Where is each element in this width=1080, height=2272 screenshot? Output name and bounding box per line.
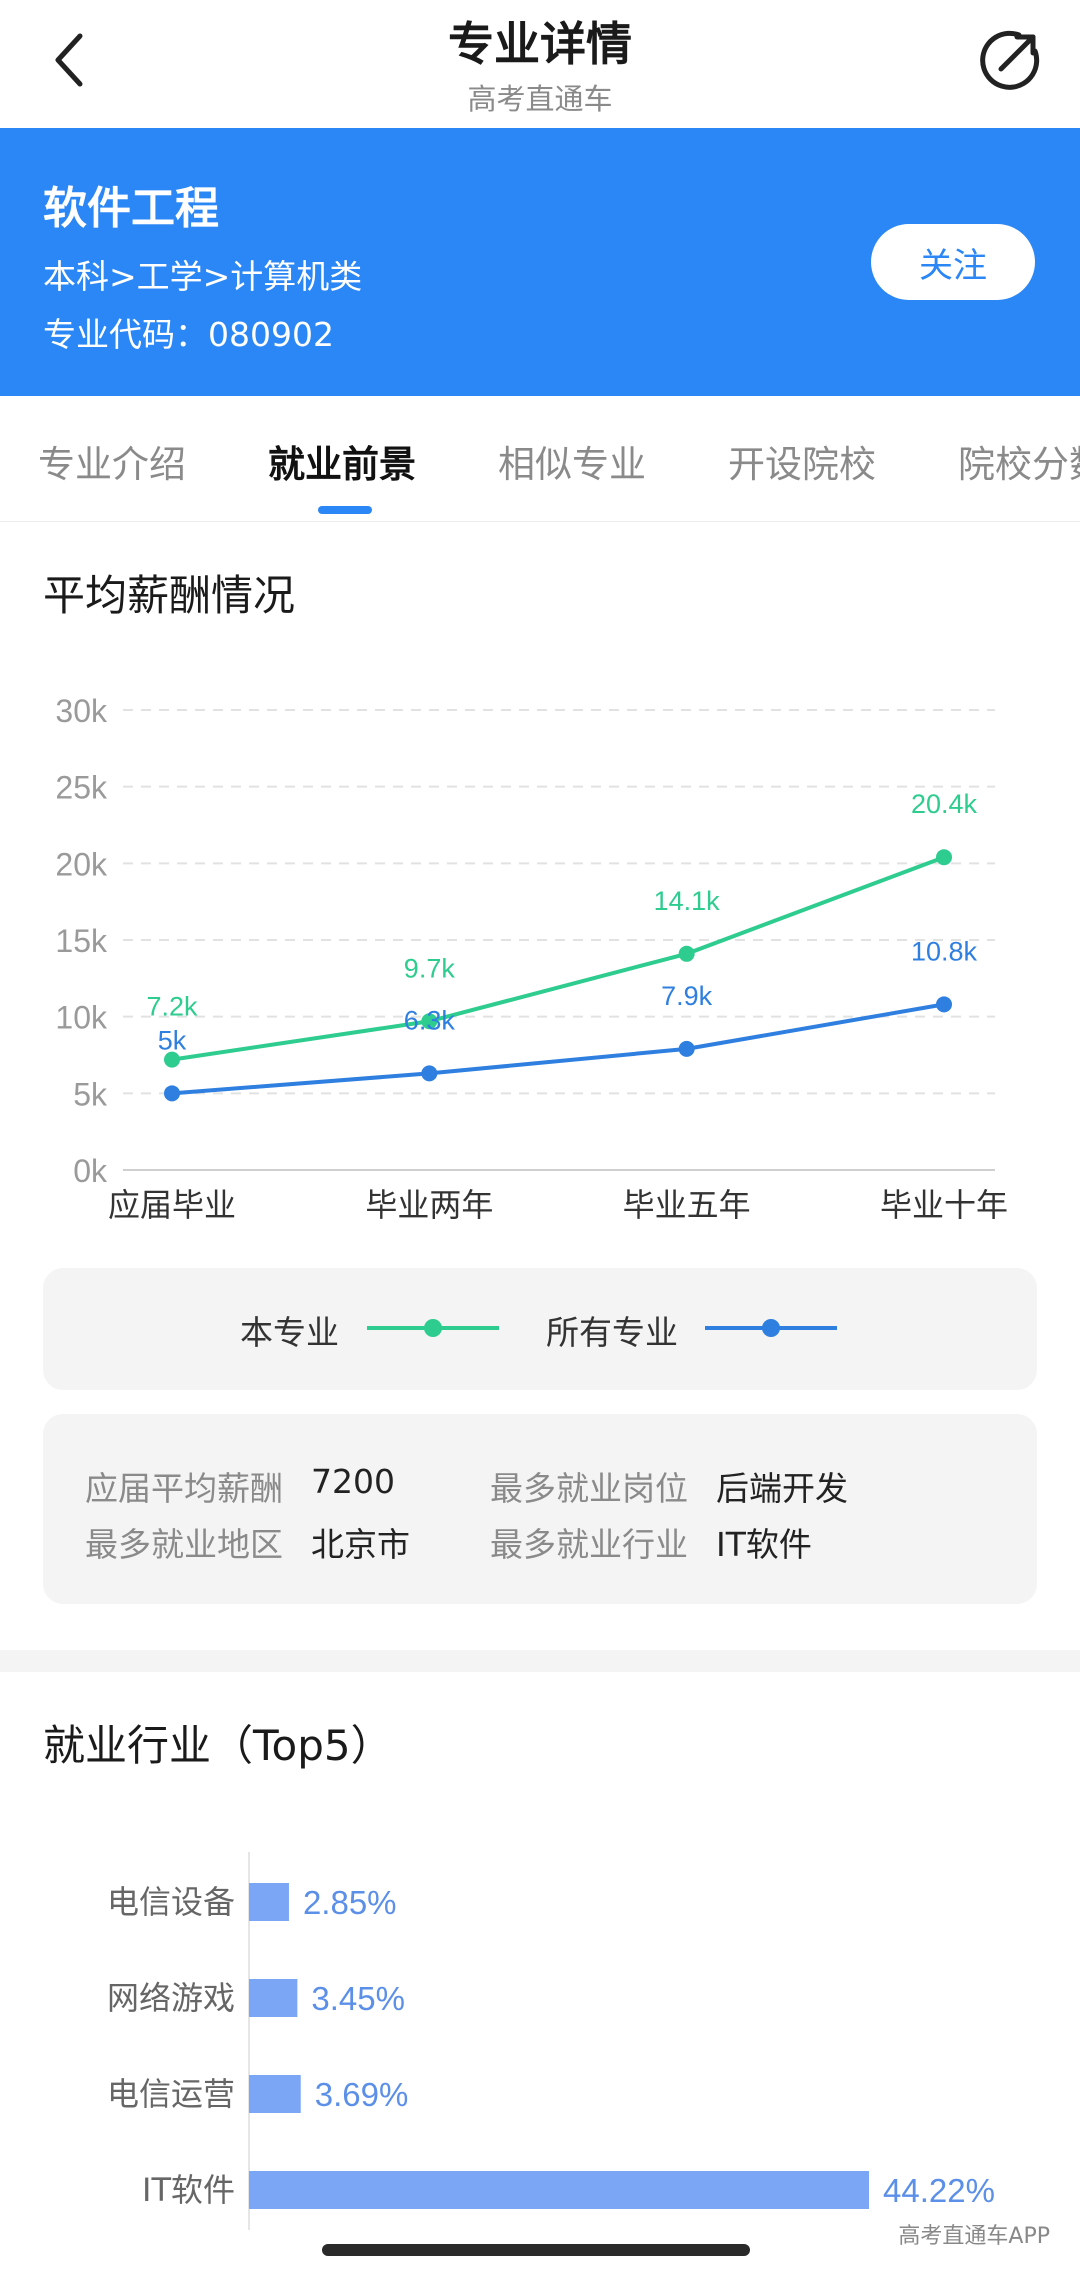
data-label: 14.1k [654, 886, 721, 916]
data-point [678, 945, 695, 962]
series-line-all-majors [171, 1002, 945, 1096]
data-label: 9.7k [404, 953, 456, 983]
bar [249, 2171, 869, 2209]
salary-section-title: 平均薪酬情况 [43, 571, 296, 620]
y-tick-label: 10k [55, 1000, 108, 1036]
data-point [936, 849, 952, 866]
data-point [936, 996, 952, 1013]
legend-marker-all-majors [705, 1319, 837, 1337]
active-tab-indicator [318, 506, 372, 514]
bar [249, 1979, 298, 2017]
page-subtitle: 高考直通车 [467, 82, 613, 116]
bar [249, 1883, 289, 1921]
y-tick-label: 20k [55, 846, 108, 882]
top-industry-label: 最多就业行业 [490, 1525, 688, 1564]
major-code: 专业代码：080902 [43, 315, 334, 354]
bar-value-label: 3.45% [311, 1980, 405, 2017]
data-point [164, 1085, 180, 1102]
major-category-path: 本科>工学>计算机类 [43, 257, 363, 296]
y-tick-label: 15k [55, 923, 108, 959]
bar [249, 2075, 301, 2113]
data-label: 6.3k [404, 1005, 456, 1035]
back-button[interactable] [30, 20, 110, 100]
major-banner: 软件工程 本科>工学>计算机类 专业代码：080902 关注 [0, 128, 1080, 396]
top-region-value: 北京市 [311, 1525, 410, 1564]
data-label: 10.8k [911, 936, 978, 966]
legend-label-all-majors: 所有专业 [546, 1313, 678, 1352]
top-industry-value: IT软件 [716, 1525, 812, 1564]
tab-major-intro[interactable]: 专业介绍 [38, 443, 186, 486]
bar-category-label: IT软件 [142, 2171, 235, 2209]
share-icon [980, 30, 1040, 90]
bar-category-label: 网络游戏 [107, 1979, 235, 2017]
x-tick-label: 毕业十年 [880, 1186, 1008, 1224]
industry-bar-chart: 电信设备 2.85% 网络游戏 3.45% 电信运营 3.69% IT软件 44.22% [107, 1852, 995, 2230]
legend-marker-this-major [367, 1319, 499, 1337]
chevron-left-icon [55, 33, 83, 87]
data-label: 5k [158, 1025, 187, 1055]
data-point [678, 1040, 695, 1057]
chart-legend: 本专业 所有专业 [43, 1268, 1037, 1390]
share-button[interactable] [970, 20, 1050, 100]
tab-similar-majors[interactable]: 相似专业 [498, 443, 646, 486]
salary-stats-box: 应届平均薪酬 7200 最多就业岗位 后端开发 最多就业地区 北京市 最多就业行… [43, 1414, 1037, 1604]
bar-value-label: 3.69% [315, 2076, 409, 2113]
y-tick-label: 25k [55, 770, 108, 806]
top-region-label: 最多就业地区 [85, 1525, 283, 1564]
page-title: 专业详情 [448, 17, 632, 71]
tab-employment-prospects[interactable]: 就业前景 [268, 443, 416, 486]
app-watermark: 高考直通车APP [898, 2224, 1050, 2249]
top-job-label: 最多就业岗位 [490, 1469, 688, 1508]
section-divider [0, 1650, 1080, 1672]
major-name: 软件工程 [43, 183, 219, 234]
industry-section-title: 就业行业（Top5） [43, 1721, 393, 1770]
bar-value-label: 2.85% [303, 1884, 397, 1921]
home-indicator[interactable] [322, 2244, 750, 2256]
x-tick-label: 毕业五年 [623, 1186, 751, 1224]
y-tick-label: 5k [73, 1076, 108, 1112]
salary-line-chart: 0k 5k 10k 15k 20k 25k 30k 应届毕业 毕业两年 毕业五年 毕业十年 7.2k 9… [55, 693, 1008, 1224]
fresh-salary-value: 7200 [311, 1462, 395, 1501]
data-point [164, 1051, 180, 1068]
fresh-salary-label: 应届平均薪酬 [85, 1469, 283, 1508]
data-label: 7.9k [661, 981, 713, 1011]
tab-offering-schools[interactable]: 开设院校 [728, 443, 876, 486]
y-tick-label: 0k [73, 1153, 108, 1189]
y-tick-label: 30k [55, 693, 108, 729]
data-point [421, 1065, 438, 1082]
app-header: 专业详情 高考直通车 [0, 0, 1080, 128]
follow-button[interactable]: 关注 [871, 224, 1035, 300]
x-tick-label: 应届毕业 [108, 1186, 236, 1224]
legend-label-this-major: 本专业 [240, 1313, 339, 1352]
series-line-this-major [171, 855, 945, 1062]
bar-category-label: 电信运营 [107, 2075, 235, 2113]
data-label: 7.2k [146, 992, 198, 1022]
bar-category-label: 电信设备 [107, 1883, 235, 1921]
data-point [421, 1013, 438, 1030]
data-label: 20.4k [911, 789, 978, 819]
tab-school-scores[interactable]: 院校分数 [958, 443, 1080, 486]
top-job-value: 后端开发 [716, 1469, 848, 1508]
tab-bar: 专业介绍 就业前景 相似专业 开设院校 院校分数 [0, 396, 1080, 522]
x-tick-label: 毕业两年 [365, 1186, 493, 1224]
bar-value-label: 44.22% [883, 2172, 995, 2209]
